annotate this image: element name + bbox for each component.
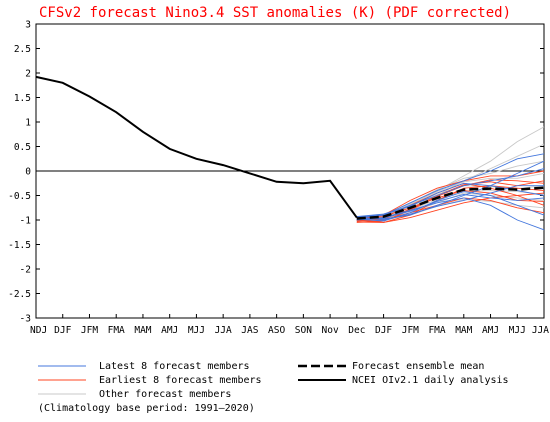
x-tick-label: MJJ (188, 325, 205, 336)
x-tick-label: MAM (455, 325, 472, 336)
climatology-note: (Climatology base period: 1991–2020) (38, 403, 255, 414)
x-tick-label: SON (295, 325, 312, 336)
observed-series-group (35, 75, 358, 219)
y-tick-label: -3 (20, 314, 31, 325)
chart-title: CFSv2 forecast Nino3.4 SST anomalies (K)… (39, 5, 511, 21)
other-member-line (356, 126, 545, 219)
x-tick-label: FMA (428, 325, 445, 336)
observed-series-line (35, 75, 358, 219)
latest-member-line (356, 185, 544, 221)
legend-label-observed: NCEI OIv2.1 daily analysis (352, 375, 509, 386)
y-tick-label: -1.5 (8, 240, 31, 251)
x-tick-label: DJF (54, 325, 71, 336)
x-axis: NDJ DJF JFM FMA MAM AMJ MJJ JJA JAS ASO SON Nov Dec D… (30, 314, 549, 336)
legend-label-latest: Latest 8 forecast members (99, 361, 250, 372)
y-tick-label: 3 (25, 20, 31, 31)
x-tick-label: ASO (268, 325, 285, 336)
x-tick-label: MJJ (509, 325, 526, 336)
earliest-member-line (356, 192, 545, 223)
latest-member-line (356, 153, 545, 218)
x-tick-label: Nov (322, 325, 339, 336)
y-tick-label: -0.5 (8, 191, 31, 202)
x-tick-label: JJA (532, 325, 549, 336)
y-tick-label: 0.5 (14, 142, 31, 153)
x-tick-label: NDJ (30, 325, 47, 336)
y-tick-label: 1 (25, 118, 31, 129)
x-tick-label: MAM (134, 325, 151, 336)
y-tick-label: 1.5 (14, 93, 31, 104)
ensemble-mean-line (356, 186, 545, 220)
legend-label-earliest: Earliest 8 forecast members (99, 375, 262, 386)
ensemble-mean-group (356, 186, 545, 220)
y-tick-label: 2 (25, 69, 31, 80)
x-tick-label: AMJ (482, 325, 499, 336)
x-tick-label: JAS (241, 325, 258, 336)
latest-members-group (356, 153, 545, 231)
x-tick-label: JJA (215, 325, 232, 336)
x-tick-label: Dec (348, 325, 365, 336)
latest-member-line (356, 191, 545, 222)
latest-member-line (356, 194, 545, 219)
y-axis: -3 -2.5 -2 -1.5 -1 -0.5 0 0.5 1 1.5 2 2.5 3 (8, 20, 544, 325)
y-tick-label: 2.5 (14, 44, 31, 55)
legend: Latest 8 forecast members Forecast ensem… (38, 361, 509, 400)
x-tick-label: AMJ (161, 325, 178, 336)
legend-label-mean: Forecast ensemble mean (352, 361, 484, 372)
earliest-member-line (356, 180, 545, 221)
y-tick-label: -2 (20, 265, 31, 276)
x-tick-label: DJF (375, 325, 392, 336)
y-tick-label: -2.5 (8, 289, 31, 300)
x-tick-label: JFM (402, 325, 419, 336)
legend-label-other: Other forecast members (99, 389, 231, 400)
x-tick-label: JFM (81, 325, 98, 336)
y-tick-label: 0 (25, 167, 31, 178)
y-tick-label: -1 (20, 216, 32, 227)
x-tick-label: FMA (108, 325, 125, 336)
